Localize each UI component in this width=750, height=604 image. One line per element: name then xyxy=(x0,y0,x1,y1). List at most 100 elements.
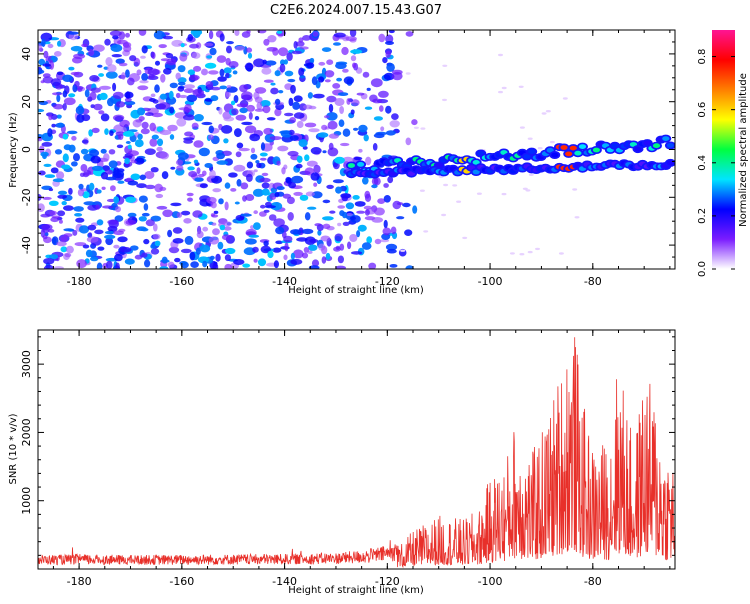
heatmap-cell xyxy=(149,98,156,102)
heatmap-cell xyxy=(72,229,78,236)
heatmap-cell xyxy=(560,145,568,150)
heatmap-cell xyxy=(354,201,366,207)
heatmap-cell xyxy=(366,236,373,244)
heatmap-cell xyxy=(155,60,160,66)
heatmap-cell xyxy=(105,71,118,79)
heatmap-cell xyxy=(362,71,370,78)
heatmap-cell xyxy=(256,101,263,110)
heatmap-cell xyxy=(197,256,210,264)
heatmap-cell xyxy=(219,224,226,231)
heatmap-cell xyxy=(350,49,363,54)
heatmap-cell xyxy=(125,196,137,203)
heatmap-cell xyxy=(301,228,314,235)
heatmap-cell xyxy=(224,201,229,211)
heatmap-cell xyxy=(204,163,213,168)
heatmap-cell xyxy=(38,58,46,66)
heatmap-cell xyxy=(68,187,73,195)
heatmap-cell xyxy=(159,129,172,136)
heatmap-cell xyxy=(162,209,173,218)
heatmap-cell xyxy=(158,102,171,110)
heatmap-cell xyxy=(296,120,304,129)
heatmap-cell xyxy=(462,236,468,240)
heatmap-cell xyxy=(134,139,144,148)
heatmap-cell xyxy=(235,214,245,221)
heatmap-cell xyxy=(50,217,60,223)
heatmap-cell xyxy=(138,30,147,36)
heatmap-cell xyxy=(63,228,74,232)
heatmap-cell xyxy=(383,219,388,229)
heatmap-cell xyxy=(139,80,149,84)
heatmap-cell xyxy=(364,193,372,202)
heatmap-cell xyxy=(79,172,85,177)
heatmap-cell xyxy=(153,223,158,232)
heatmap-cell xyxy=(280,59,286,66)
heatmap-cell xyxy=(179,261,188,266)
heatmap-cell xyxy=(356,230,361,238)
heatmap-panel: -180 -160 -140 -120 -100 -80 -40 -20 0 20 40 Heig… xyxy=(8,29,676,296)
heatmap-cell xyxy=(143,238,150,245)
heatmap-cell xyxy=(97,64,103,68)
heatmap-cell xyxy=(63,97,76,106)
heatmap-cell xyxy=(261,188,270,196)
heatmap-cell xyxy=(177,152,189,161)
heatmap-cell xyxy=(112,82,117,92)
heatmap-cell xyxy=(127,77,135,86)
heatmap-cell xyxy=(293,41,298,49)
heatmap-cell xyxy=(181,210,191,216)
heatmap-cell xyxy=(198,147,210,157)
heatmap-cell xyxy=(38,69,45,74)
heatmap-cell xyxy=(322,199,331,204)
heatmap-cell xyxy=(343,76,355,85)
heatmap-cell xyxy=(127,212,137,218)
heatmap-cell xyxy=(350,55,357,62)
heatmap-cell xyxy=(378,90,389,98)
heatmap-cell xyxy=(245,238,257,245)
heatmap-cell xyxy=(100,172,109,180)
heatmap-cell xyxy=(124,91,134,99)
heatmap-cell xyxy=(528,149,536,155)
heatmap-cell xyxy=(141,212,150,217)
heatmap-cell xyxy=(112,91,124,99)
heatmap-cell xyxy=(88,129,93,137)
heatmap-cell xyxy=(245,194,255,201)
heatmap-cell xyxy=(347,163,355,168)
heatmap-cell xyxy=(400,249,406,252)
heatmap-cell xyxy=(574,216,580,219)
heatmap-cell xyxy=(337,205,346,209)
heatmap-cell xyxy=(261,67,272,75)
colorbar-ticks: 0.0 0.2 0.4 0.6 0.8 xyxy=(697,49,735,277)
heatmap-cell xyxy=(279,130,291,135)
heatmap-cell xyxy=(208,236,220,245)
heatmap-cell xyxy=(308,244,318,251)
heatmap-cell xyxy=(498,90,503,94)
heatmap-cell xyxy=(254,96,263,103)
heatmap-cell xyxy=(118,31,126,40)
heatmap-cell xyxy=(257,30,267,34)
heatmap-cell xyxy=(119,119,130,128)
heatmap-cell xyxy=(228,61,239,68)
heatmap-cell xyxy=(137,133,143,140)
heatmap-cell xyxy=(313,164,321,174)
heatmap-cell xyxy=(385,105,392,114)
heatmap-cell xyxy=(472,160,480,165)
heatmap-cell xyxy=(396,202,404,206)
heatmap-cell xyxy=(122,155,133,160)
heatmap-cell xyxy=(383,72,395,81)
y-tick-label: 0 xyxy=(20,146,33,153)
heatmap-cell xyxy=(117,236,128,243)
heatmap-cell xyxy=(43,264,54,269)
heatmap-cell xyxy=(349,30,357,38)
heatmap-cell xyxy=(293,112,305,119)
heatmap-cell xyxy=(292,249,304,259)
heatmap-cell xyxy=(204,62,217,69)
heatmap-cell xyxy=(230,100,236,106)
heatmap-cell xyxy=(472,169,480,175)
heatmap-cell xyxy=(62,74,73,83)
heatmap-cell xyxy=(264,60,277,66)
heatmap-cell xyxy=(158,44,167,49)
heatmap-cell xyxy=(322,223,331,229)
heatmap-cell xyxy=(169,134,175,140)
heatmap-cell xyxy=(558,252,564,255)
heatmap-cell xyxy=(184,131,194,137)
heatmap-cell xyxy=(68,66,75,71)
